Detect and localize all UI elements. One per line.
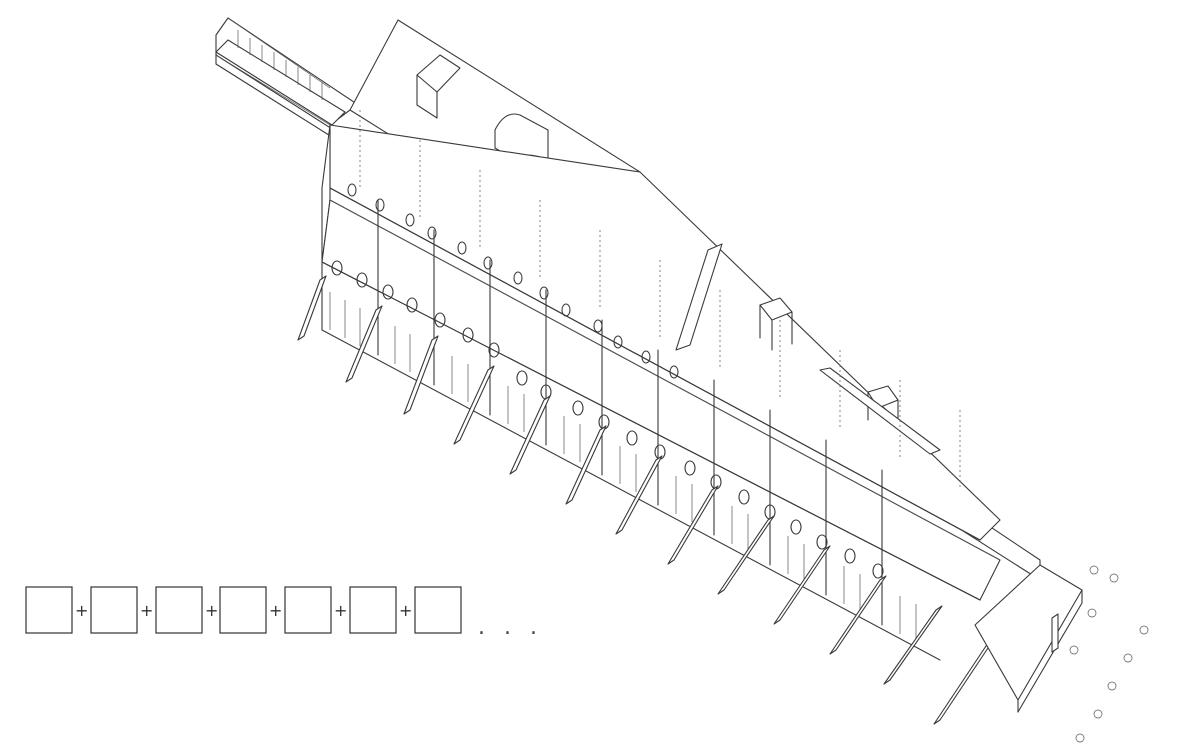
fin-walls bbox=[297, 275, 997, 725]
module-square bbox=[219, 586, 267, 634]
module-square bbox=[349, 586, 397, 634]
module-square bbox=[414, 586, 462, 634]
continuation-dots: . . . bbox=[478, 615, 543, 640]
module-square bbox=[25, 586, 73, 634]
module-square bbox=[284, 586, 332, 634]
bay-dividers bbox=[377, 199, 883, 626]
plus-sign: + bbox=[399, 601, 412, 620]
facade bbox=[321, 124, 1001, 661]
plus-sign: + bbox=[205, 601, 218, 620]
module-square bbox=[90, 586, 138, 634]
porthole-windows bbox=[331, 183, 884, 579]
lower-hatching bbox=[329, 292, 917, 642]
rear-volumes bbox=[675, 243, 941, 455]
plus-sign: + bbox=[140, 601, 153, 620]
module-square bbox=[155, 586, 203, 634]
module-sequence: + + + + + + . . . bbox=[25, 586, 543, 640]
hidden-lines bbox=[359, 110, 961, 490]
plus-sign: + bbox=[75, 601, 88, 620]
tree-circles bbox=[1069, 565, 1149, 743]
entrance-bridge bbox=[215, 30, 346, 138]
terrace bbox=[974, 564, 1083, 713]
plus-sign: + bbox=[269, 601, 282, 620]
plus-sign: + bbox=[334, 601, 347, 620]
